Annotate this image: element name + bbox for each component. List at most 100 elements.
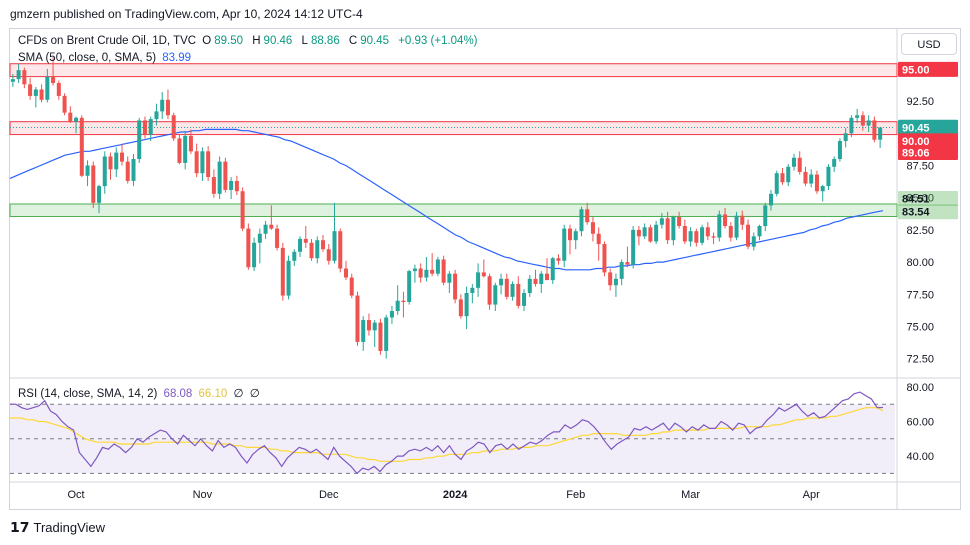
candle-body [211,177,216,194]
currency-button[interactable]: USD [901,33,957,55]
price-tick-label: 85.00 [906,193,934,205]
candle-body [309,242,314,259]
candle-body [223,161,228,190]
sma-legend: SMA (50, close, 0, SMA, 5) 83.99 [18,52,194,64]
tradingview-logo-icon: 𝟭𝟳 [10,519,30,535]
chart-frame [9,28,961,510]
price-tick-label: 75.00 [906,321,934,333]
candle-body [579,209,584,232]
price-tag-label: 89.06 [902,147,930,159]
time-tick-label: Apr [803,489,820,501]
candle-body [361,320,366,342]
zone-red-1 [9,121,898,136]
candle-body [774,173,779,194]
sma-label: SMA (50, close, 0, SMA, 5) [18,52,157,64]
candle-body [177,138,182,163]
price-tag-green [898,190,958,206]
candle-body [453,273,458,300]
candle-body [183,135,188,163]
candle-body [10,79,15,82]
candle-body [723,214,728,227]
rsi-label: RSI (14, close, SMA, 14, 2) [18,388,158,400]
price-tag-label: 84.51 [902,193,930,205]
candle-body [809,174,814,184]
candle-body [286,260,291,296]
time-tick-label: Feb [566,489,585,501]
candle-body [131,159,136,181]
candle-body [590,222,595,234]
candle-body [671,217,676,241]
candle-body [797,157,802,172]
candle-body [62,95,67,113]
candle-body [142,120,147,135]
candle-body [527,278,532,293]
candle-body [734,215,739,238]
candle-body [401,300,406,303]
candle-body [585,209,590,223]
candle-body [665,218,670,241]
candle-body [499,278,504,286]
candle-body [269,224,274,229]
candle-body [803,171,808,184]
candle-body [826,166,831,187]
candle-body [91,165,96,203]
candle-body [51,76,56,84]
candle-body [516,283,521,306]
candle-body [711,236,716,238]
candle-body [430,269,435,274]
candle-body [206,151,211,178]
publisher-line: gmzern published on TradingView.com, Apr… [10,7,363,21]
candle-body [315,240,320,259]
open-number: 89.50 [214,35,244,47]
time-tick-label: Nov [193,489,213,501]
candle-body [108,156,113,170]
candle-body [791,157,796,167]
rsi-line [10,391,884,475]
candle-body [45,76,50,100]
candle-body [860,115,865,126]
low-value: L 88.86 [302,35,343,47]
open-label: O [202,35,212,47]
candle-body [338,231,343,269]
candle-body [700,227,705,243]
candle-body [717,214,722,238]
price-tick-label: 72.50 [906,354,934,366]
candle-body [188,135,193,152]
close-value: C 90.45 [349,35,392,47]
time-tick-label: Mar [681,489,700,501]
change-value: +0.93 (+1.04%) [398,35,478,47]
candle-body [125,161,130,181]
candle-body [321,240,326,250]
price-tick-label: 77.50 [906,289,934,301]
candle-body [85,165,90,176]
candle-body [636,229,641,237]
price-tick-label: 80.00 [906,257,934,269]
candle-body [659,218,664,225]
zone-green-2 [9,203,898,217]
candle-body [613,278,618,286]
candle-body [746,224,751,247]
candle-body [28,84,33,96]
candle-body [654,224,659,242]
candle-body [757,226,762,237]
candle-body [820,186,825,192]
price-tag-red [898,144,958,160]
candle-body [464,292,469,317]
candle-body [355,295,360,342]
candle-body [349,277,354,296]
candle-body [768,193,774,206]
sma-value: 83.99 [162,52,192,64]
candle-body [476,272,481,288]
candle-body [395,300,400,312]
candle-body [102,156,107,187]
candle-body [487,276,492,305]
candle-body [447,273,452,283]
candle-body [114,152,119,170]
candle-body [458,299,463,317]
candle-body [280,247,285,296]
price-tag-red [898,61,958,77]
open-value: O 89.50 [202,35,246,47]
candle-body [567,228,572,241]
candle-body [648,227,653,242]
